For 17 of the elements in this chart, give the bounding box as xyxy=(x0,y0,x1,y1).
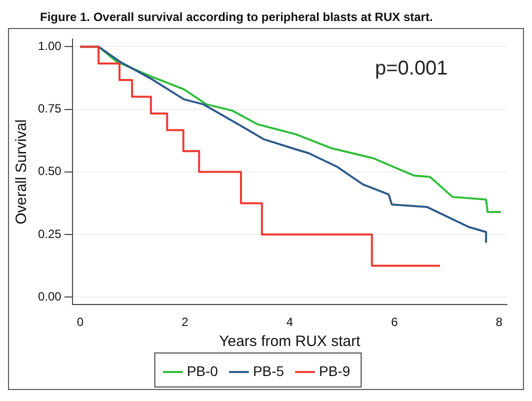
x-axis-title: Years from RUX start xyxy=(219,333,362,350)
annotation: p=0.001 xyxy=(374,58,448,80)
y-tick-label: 0.75 xyxy=(38,102,62,116)
y-tick-label: 0.00 xyxy=(38,289,62,304)
y-axis-title: Overall Survival xyxy=(13,119,30,224)
legend-label: PB-9 xyxy=(319,362,350,379)
y-tick-label: 0.25 xyxy=(38,226,62,241)
chart-title: Figure 1. Overall survival according to peripheral blasts at RUX start. xyxy=(39,9,434,26)
x-tick-label: 8 xyxy=(496,315,503,330)
legend-label: PB-0 xyxy=(186,362,218,379)
y-tick-label: 1.00 xyxy=(38,39,62,54)
legend-label: PB-5 xyxy=(252,362,284,379)
x-tick-label: 2 xyxy=(182,315,189,330)
x-tick-label: 6 xyxy=(391,315,398,330)
x-tick-label: 4 xyxy=(286,315,294,330)
x-tick-label: 0 xyxy=(76,315,84,330)
y-tick-label: 0.50 xyxy=(38,164,62,178)
